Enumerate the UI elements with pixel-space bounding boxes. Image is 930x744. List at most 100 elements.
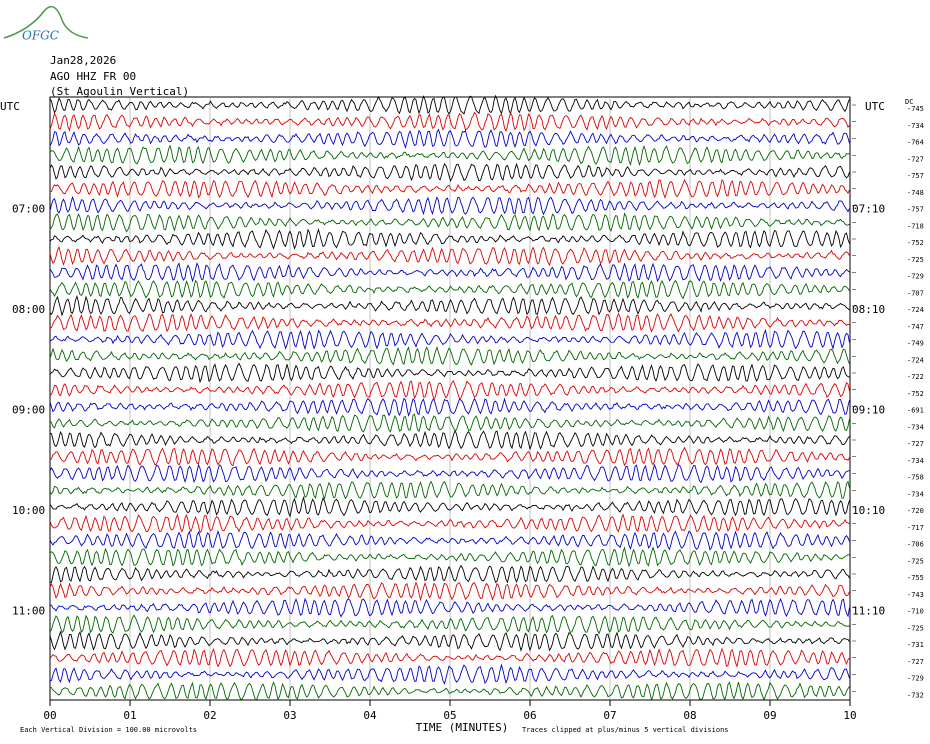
dc-value: -718 — [907, 222, 924, 230]
site: (St Agoulin Vertical) — [50, 85, 189, 98]
dc-value: -752 — [907, 390, 924, 398]
left-hour-label: 09:00 — [12, 404, 45, 417]
dc-value: -710 — [907, 608, 924, 616]
trace — [49, 513, 850, 534]
footer-scale: Each Vertical Division = 100.00 microvol… — [20, 726, 197, 734]
trace — [49, 262, 850, 283]
trace — [49, 647, 850, 668]
trace — [49, 294, 850, 317]
dc-value: -720 — [907, 507, 924, 515]
right-hour-label: 08:10 — [852, 303, 885, 316]
trace — [49, 362, 850, 384]
dc-value: -724 — [907, 356, 924, 364]
dc-value: -727 — [907, 155, 924, 163]
x-tick-label: 00 — [43, 709, 56, 722]
x-tick-label: 07 — [603, 709, 616, 722]
trace — [49, 397, 850, 417]
trace — [49, 178, 850, 199]
x-title: TIME (MINUTES) — [416, 721, 509, 734]
left-hour-label: 11:00 — [12, 605, 45, 618]
trace — [49, 245, 850, 267]
trace — [49, 162, 850, 182]
dc-value: -729 — [907, 273, 924, 281]
trace — [49, 345, 850, 366]
dc-value: -725 — [907, 557, 924, 565]
dc-value: -734 — [907, 423, 924, 431]
left-hour-label: 08:00 — [12, 303, 45, 316]
right-title: UTC — [865, 100, 885, 113]
dc-value: -757 — [907, 206, 924, 214]
trace — [49, 581, 850, 602]
logo-text: OFGC — [22, 29, 59, 43]
right-hour-label: 07:10 — [852, 203, 885, 216]
dc-value: -732 — [907, 691, 924, 699]
dc-value: -748 — [907, 189, 924, 197]
trace — [49, 195, 850, 216]
right-hour-label: 11:10 — [852, 605, 885, 618]
dc-value: -722 — [907, 373, 924, 381]
x-tick-label: 02 — [203, 709, 216, 722]
right-hour-label: 09:10 — [852, 404, 885, 417]
trace — [50, 597, 850, 618]
trace — [49, 279, 850, 300]
dc-value: -727 — [907, 440, 924, 448]
dc-value: -747 — [907, 323, 924, 331]
trace — [49, 413, 850, 433]
dc-title: DC — [905, 98, 913, 106]
dc-value: -755 — [907, 574, 924, 582]
trace — [49, 328, 850, 351]
trace — [49, 228, 850, 250]
trace — [49, 94, 850, 116]
dc-value: -745 — [907, 105, 924, 113]
trace — [49, 564, 850, 584]
trace — [49, 546, 850, 568]
x-tick-label: 06 — [523, 709, 536, 722]
dc-value: -725 — [907, 256, 924, 264]
dc-value: -734 — [907, 457, 924, 465]
dc-value: -757 — [907, 172, 924, 180]
trace — [49, 111, 850, 133]
dc-value: -706 — [907, 541, 924, 549]
trace — [49, 614, 850, 635]
trace — [49, 380, 850, 401]
trace — [49, 128, 850, 149]
x-tick-label: 03 — [283, 709, 296, 722]
trace — [49, 496, 850, 518]
dc-value: -752 — [907, 239, 924, 247]
dc-value: -731 — [907, 641, 924, 649]
trace — [49, 212, 850, 233]
dc-value: -707 — [907, 289, 924, 297]
x-tick-label: 08 — [683, 709, 696, 722]
dc-value: -717 — [907, 524, 924, 532]
x-tick-label: 09 — [763, 709, 776, 722]
dc-value: -734 — [907, 122, 924, 130]
x-tick-label: 10 — [843, 709, 856, 722]
trace — [49, 681, 850, 702]
x-tick-label: 01 — [123, 709, 136, 722]
dc-value: -749 — [907, 340, 924, 348]
date: Jan28,2026 — [50, 54, 116, 67]
trace — [49, 529, 850, 551]
trace — [49, 663, 850, 685]
dc-value: -691 — [907, 407, 924, 415]
trace — [49, 429, 850, 451]
left-title: UTC — [0, 100, 20, 113]
dc-value: -743 — [907, 591, 924, 599]
trace — [49, 144, 850, 167]
dc-value: -724 — [907, 306, 924, 314]
right-hour-label: 10:10 — [852, 504, 885, 517]
dc-value: -729 — [907, 675, 924, 683]
trace — [49, 446, 850, 467]
trace — [49, 312, 850, 333]
left-hour-label: 10:00 — [12, 504, 45, 517]
logo-mark — [3, 5, 89, 39]
dc-value: -727 — [907, 658, 924, 666]
station: AGO HHZ FR 00 — [50, 70, 136, 83]
trace — [49, 480, 850, 501]
trace — [49, 630, 850, 653]
dc-value: -764 — [907, 139, 924, 147]
trace — [49, 463, 850, 484]
dc-value: -758 — [907, 474, 924, 482]
x-tick-label: 04 — [363, 709, 377, 722]
